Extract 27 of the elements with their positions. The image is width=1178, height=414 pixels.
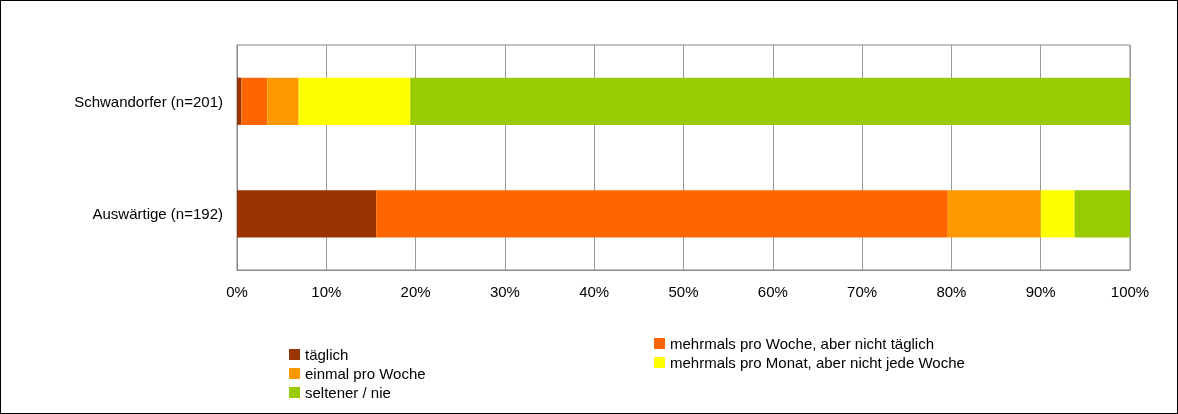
bar — [241, 77, 268, 125]
y-tick-label: Schwandorfer (n=201) — [74, 92, 223, 110]
bar — [267, 77, 299, 125]
legend-label: seltener / nie — [305, 384, 391, 401]
bar — [947, 190, 1041, 238]
legend-label: täglich — [305, 346, 349, 363]
x-tick-label: 40% — [579, 283, 610, 300]
legend-label: mehrmals pro Monat, aber nicht jede Woche — [670, 354, 965, 371]
bar — [237, 190, 377, 238]
legend-label: mehrmals pro Woche, aber nicht täglich — [670, 335, 935, 352]
x-tick-label: 100% — [1110, 283, 1150, 300]
x-tick-label: 80% — [936, 283, 967, 300]
bar — [1074, 190, 1130, 238]
bar — [298, 77, 411, 125]
legend-label: einmal pro Woche — [305, 365, 426, 382]
bar — [410, 77, 1130, 125]
x-tick-label: 50% — [668, 283, 699, 300]
x-tick-label: 30% — [489, 283, 520, 300]
bar — [1040, 190, 1075, 238]
x-tick-label: 20% — [400, 283, 431, 300]
x-tick-label: 70% — [847, 283, 878, 300]
y-tick-label: Auswärtige (n=192) — [92, 205, 223, 223]
bar — [376, 190, 948, 238]
x-tick-label: 60% — [757, 283, 788, 300]
x-tick-label: 90% — [1025, 283, 1056, 300]
x-tick-label: 0% — [226, 283, 248, 300]
x-tick-label: 10% — [311, 283, 342, 300]
